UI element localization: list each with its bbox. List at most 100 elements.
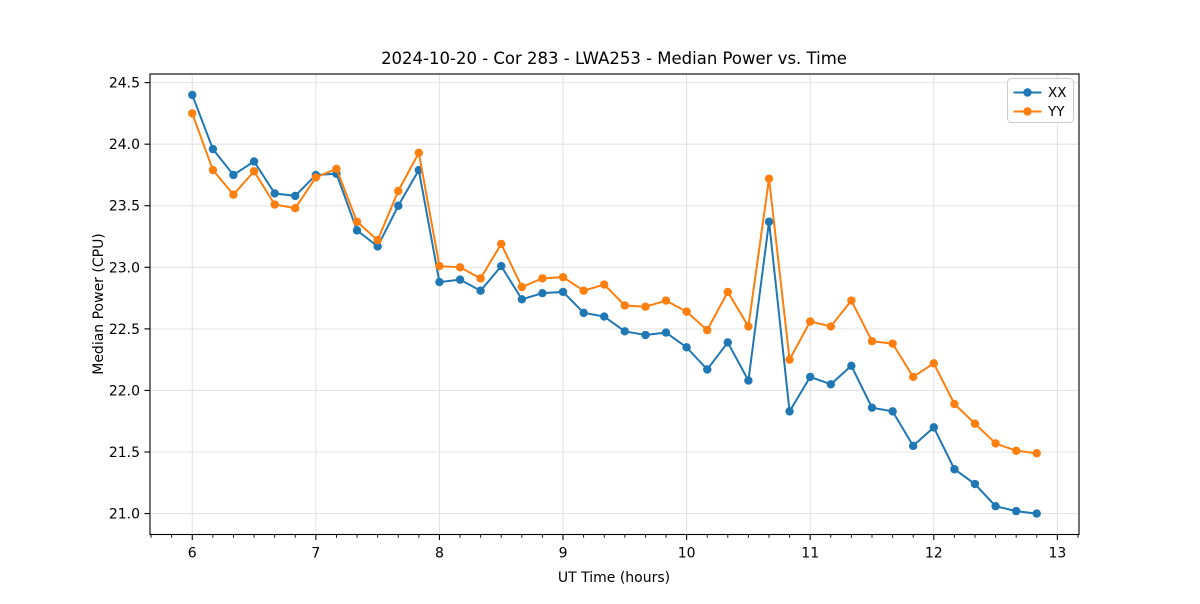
data-point-yy <box>332 164 341 174</box>
x-tick-label: 12 <box>925 546 943 562</box>
data-point-yy <box>908 372 918 382</box>
chart-title: 2024-10-20 - Cor 283 - LWA253 - Median P… <box>381 49 847 68</box>
data-point-yy <box>723 287 732 297</box>
x-tick-label: 8 <box>435 546 444 562</box>
data-point-xx <box>538 288 547 298</box>
data-point-yy <box>806 317 815 326</box>
data-point-xx <box>517 295 527 304</box>
data-point-xx <box>188 90 197 100</box>
legend-marker-xx <box>1023 88 1032 97</box>
data-point-xx <box>1012 506 1021 516</box>
y-tick-label: 21.5 <box>109 445 140 461</box>
data-point-yy <box>599 280 609 289</box>
data-point-xx <box>991 501 1000 511</box>
data-point-yy <box>352 217 362 226</box>
data-point-yy <box>970 419 980 428</box>
x-axis-label: UT Time (hours) <box>558 570 670 586</box>
series-line-xx <box>191 94 1037 515</box>
data-point-xx <box>229 170 238 180</box>
data-point-yy <box>661 296 671 305</box>
plot-border <box>149 73 1080 536</box>
data-point-xx <box>249 157 259 166</box>
data-point-xx <box>764 217 774 226</box>
data-point-yy <box>249 167 259 176</box>
legend-marker-yy <box>1023 107 1032 116</box>
data-point-yy <box>826 322 836 331</box>
data-point-xx <box>208 144 218 154</box>
y-axis-label: Median Power (CPU) <box>91 233 107 375</box>
data-series <box>188 90 1041 518</box>
data-point-xx <box>435 277 444 287</box>
data-point-xx <box>1032 509 1041 518</box>
data-point-xx <box>476 286 485 295</box>
data-point-yy <box>1032 449 1041 458</box>
x-tick-label: 10 <box>678 546 696 562</box>
data-point-yy <box>476 274 485 283</box>
data-point-xx <box>744 376 753 385</box>
data-point-xx <box>270 189 279 198</box>
data-point-xx <box>682 343 691 352</box>
legend-entry-yy: YY <box>1013 104 1065 120</box>
legend-label-xx: XX <box>1048 85 1067 101</box>
data-point-yy <box>847 296 856 305</box>
y-tick-label: 21.0 <box>109 507 140 523</box>
x-tick-label: 9 <box>559 546 568 562</box>
legend-label-yy: YY <box>1047 104 1065 120</box>
data-point-yy <box>950 399 959 409</box>
data-point-yy <box>867 336 877 346</box>
data-point-yy <box>929 359 938 368</box>
data-point-yy <box>641 302 650 311</box>
data-point-xx <box>620 327 630 336</box>
x-tick-label: 7 <box>311 546 320 562</box>
x-tick-label: 6 <box>188 546 197 562</box>
data-point-yy <box>1012 446 1021 455</box>
data-point-xx <box>579 308 588 318</box>
data-point-yy <box>888 339 897 348</box>
data-point-xx <box>888 407 897 416</box>
data-point-yy <box>538 274 547 283</box>
data-point-xx <box>599 312 609 321</box>
y-tick-label: 24.0 <box>109 137 140 153</box>
data-point-xx <box>291 191 300 201</box>
data-point-xx <box>394 201 403 210</box>
data-point-xx <box>703 365 712 374</box>
data-point-xx <box>785 407 794 416</box>
data-point-yy <box>517 282 527 292</box>
y-tick-label: 22.5 <box>109 322 140 338</box>
data-point-xx <box>929 423 938 432</box>
data-point-yy <box>682 307 691 316</box>
y-tick-label: 24.5 <box>109 76 140 92</box>
y-tick-label: 23.5 <box>109 199 140 215</box>
legend: XX YY <box>1007 78 1074 123</box>
data-point-yy <box>291 204 300 213</box>
data-point-xx <box>352 226 362 235</box>
data-point-xx <box>806 372 815 382</box>
data-point-xx <box>950 465 959 474</box>
y-tick-label: 23.0 <box>109 260 140 276</box>
data-point-xx <box>847 361 856 371</box>
data-point-xx <box>723 338 732 347</box>
data-point-xx <box>661 328 671 337</box>
data-point-xx <box>908 441 918 451</box>
data-point-yy <box>764 174 774 183</box>
series-line-yy <box>191 113 1037 455</box>
series-xx <box>188 90 1041 518</box>
data-point-xx <box>970 479 980 489</box>
data-point-yy <box>620 301 630 310</box>
data-point-xx <box>867 403 877 412</box>
axis-tick-labels: 6 7 8 9 10 11 12 13 21.0 21.5 22.0 22.5 23.0 23.5 24.0… <box>109 76 1066 562</box>
x-tick-label: 13 <box>1048 546 1066 562</box>
data-point-yy <box>558 272 568 282</box>
data-point-yy <box>394 186 403 196</box>
data-point-yy <box>188 109 197 118</box>
data-point-yy <box>785 355 794 364</box>
data-point-yy <box>579 286 588 295</box>
data-point-yy <box>311 173 321 182</box>
data-point-xx <box>497 261 506 271</box>
series-yy <box>188 109 1041 458</box>
data-point-xx <box>826 380 836 389</box>
x-tick-label: 11 <box>801 546 819 562</box>
data-point-yy <box>703 325 712 335</box>
data-point-yy <box>744 322 753 331</box>
